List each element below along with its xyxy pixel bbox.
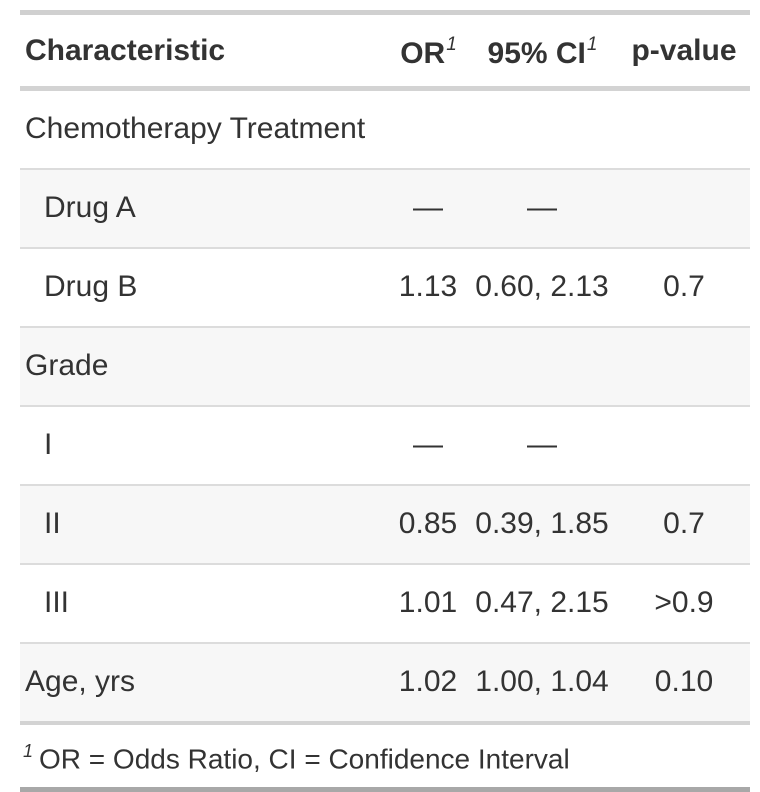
row-label: I xyxy=(20,405,390,485)
footnote: 1 OR = Odds Ratio, CI = Confidence Interv… xyxy=(20,721,750,792)
footnote-text: OR = Odds Ratio, CI = Confidence Interva… xyxy=(39,743,570,775)
p-value xyxy=(618,326,750,406)
table-row: Grade xyxy=(20,326,750,406)
row-label: Drug B xyxy=(20,247,390,327)
footnote-marker: 1 xyxy=(586,34,598,55)
or-value: — xyxy=(390,405,466,485)
column-header-or: OR1 xyxy=(390,10,466,91)
table-row: III 1.01 0.47, 2.15 >0.9 xyxy=(20,563,750,643)
or-value: — xyxy=(390,168,466,248)
table-body: Chemotherapy Treatment Drug A — — Drug B… xyxy=(20,89,750,723)
p-value xyxy=(618,89,750,170)
ci-value: — xyxy=(466,405,618,485)
or-value: 0.85 xyxy=(390,484,466,564)
footnote-marker: 1 xyxy=(23,741,34,761)
ci-value: 0.60, 2.13 xyxy=(466,247,618,327)
table-row: Drug B 1.13 0.60, 2.13 0.7 xyxy=(20,247,750,327)
table-header-row: Characteristic OR1 95% CI1 p-value xyxy=(20,10,750,91)
row-label: II xyxy=(20,484,390,564)
table-row: II 0.85 0.39, 1.85 0.7 xyxy=(20,484,750,564)
or-value: 1.02 xyxy=(390,642,466,723)
table-row: Age, yrs 1.02 1.00, 1.04 0.10 xyxy=(20,642,750,723)
table-row: I — — xyxy=(20,405,750,485)
column-header-label: Characteristic xyxy=(25,33,226,67)
or-value: 1.01 xyxy=(390,563,466,643)
or-value xyxy=(390,89,466,170)
column-header-ci: 95% CI1 xyxy=(466,10,618,91)
p-value xyxy=(618,168,750,248)
row-label: Chemotherapy Treatment xyxy=(25,112,366,145)
column-header-pvalue: p-value xyxy=(618,10,750,91)
ci-value xyxy=(466,89,618,170)
p-value: 0.10 xyxy=(618,642,750,723)
column-header-label: 95% CI xyxy=(487,37,586,70)
ci-value: 0.47, 2.15 xyxy=(466,563,618,643)
row-label: III xyxy=(20,563,390,643)
p-value xyxy=(618,405,750,485)
or-value xyxy=(390,326,466,406)
row-label: Age, yrs xyxy=(20,642,390,723)
table-footer: 1 OR = Odds Ratio, CI = Confidence Interv… xyxy=(20,721,750,792)
table-row: Chemotherapy Treatment xyxy=(20,89,750,170)
ci-value: — xyxy=(466,168,618,248)
ci-value: 1.00, 1.04 xyxy=(466,642,618,723)
footnote-row: 1 OR = Odds Ratio, CI = Confidence Interv… xyxy=(20,721,750,792)
column-header-label: OR xyxy=(400,37,446,70)
column-header-label: p-value xyxy=(631,33,737,67)
footnote-marker: 1 xyxy=(446,34,457,55)
row-label: Drug A xyxy=(20,168,390,248)
p-value: 0.7 xyxy=(618,484,750,564)
regression-summary-table: Characteristic OR1 95% CI1 p-value Chemo… xyxy=(20,10,750,792)
row-label: Grade xyxy=(20,326,390,406)
table-row: Drug A — — xyxy=(20,168,750,248)
column-header-characteristic: Characteristic xyxy=(20,10,390,91)
ci-value xyxy=(466,326,618,406)
p-value: >0.9 xyxy=(618,563,750,643)
p-value: 0.7 xyxy=(618,247,750,327)
table-header: Characteristic OR1 95% CI1 p-value xyxy=(20,10,750,91)
or-value: 1.13 xyxy=(390,247,466,327)
ci-value: 0.39, 1.85 xyxy=(466,484,618,564)
